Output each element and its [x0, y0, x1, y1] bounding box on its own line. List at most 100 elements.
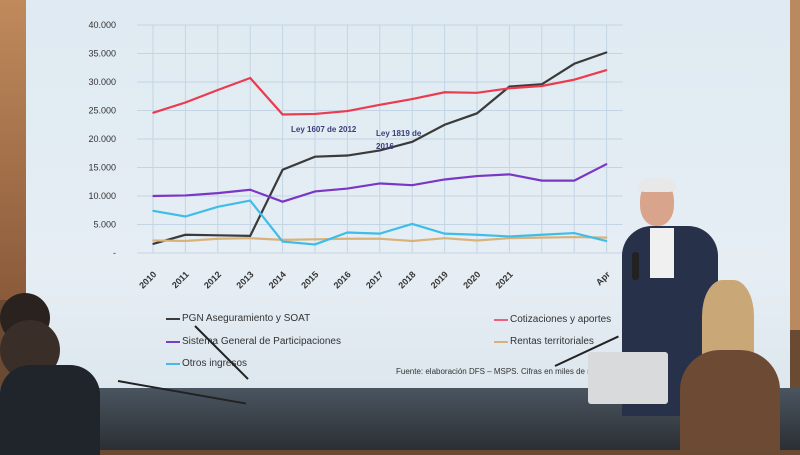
data-point — [508, 85, 511, 88]
data-point — [249, 199, 251, 202]
data-point — [314, 113, 316, 115]
data-point — [605, 236, 608, 239]
attendee-right — [680, 280, 780, 450]
x-tick-label: 2013 — [234, 269, 255, 290]
data-point — [152, 111, 154, 114]
x-tick-label: 2018 — [396, 269, 417, 290]
x-tick-label: 2015 — [299, 269, 320, 290]
data-point — [217, 237, 219, 240]
y-tick-label: 5.000 — [93, 220, 116, 230]
data-point — [605, 69, 608, 71]
data-point — [411, 184, 414, 186]
wood-wall-left — [0, 0, 30, 300]
data-point — [411, 223, 414, 225]
data-point — [346, 154, 349, 157]
data-point — [379, 182, 381, 185]
y-tick-label: 15.000 — [88, 163, 116, 173]
data-point — [281, 240, 284, 243]
y-tick-label: 40.000 — [88, 20, 116, 30]
data-point — [184, 233, 187, 236]
data-point — [476, 233, 478, 236]
data-point — [379, 232, 381, 235]
data-point — [152, 239, 154, 242]
projection-screen: - 5.000 10.000 15.000 20.000 25.000 30.000 35.0… — [26, 0, 790, 388]
data-point — [541, 85, 543, 87]
y-tick-label: 10.000 — [88, 191, 116, 201]
data-point — [476, 92, 478, 94]
laptop — [588, 352, 668, 404]
data-point — [541, 179, 543, 182]
data-point — [476, 239, 478, 242]
annotation-ley-1819: Ley 1819 de 2016 — [376, 129, 422, 151]
data-point — [217, 206, 219, 208]
y-tick-label: 35.000 — [88, 49, 116, 59]
data-point — [573, 62, 575, 65]
data-point — [443, 237, 446, 239]
source-note: Fuente: elaboración DFS – MSPS. Cifras e… — [396, 367, 594, 376]
data-point — [281, 113, 284, 116]
data-point — [541, 83, 543, 86]
legend-pgn: PGN Aseguramiento y SOAT — [166, 313, 310, 324]
data-point — [249, 237, 251, 239]
handheld-microphone — [632, 252, 639, 280]
x-tick-label: 2012 — [202, 269, 223, 290]
x-tick-label: 2010 — [137, 269, 158, 290]
x-tick-label: 2011 — [170, 269, 191, 290]
x-tick-label: Apr — [594, 269, 612, 287]
data-point — [346, 231, 349, 234]
data-point — [573, 179, 575, 182]
data-point — [281, 200, 284, 203]
data-point — [379, 149, 381, 152]
data-point — [476, 112, 478, 115]
data-point — [314, 243, 316, 246]
legend-otros: Otros ingresos — [166, 358, 247, 369]
x-tick-label: 2020 — [461, 269, 482, 290]
data-point — [605, 51, 608, 54]
data-point — [379, 104, 381, 106]
data-point — [152, 243, 154, 245]
data-point — [508, 87, 511, 90]
data-point — [443, 232, 446, 235]
data-point — [184, 240, 187, 242]
data-point — [508, 173, 511, 176]
data-point — [573, 232, 575, 234]
data-point — [541, 236, 543, 239]
data-point — [217, 89, 219, 91]
data-point — [443, 178, 446, 181]
line-chart: - 5.000 10.000 15.000 20.000 25.000 30.000 35.0… — [88, 20, 623, 291]
data-point — [249, 235, 251, 237]
data-point — [508, 237, 511, 239]
y-tick-label: 20.000 — [88, 134, 116, 144]
x-tick-label: 2017 — [364, 269, 385, 290]
legend-rentas: Rentas territoriales — [494, 336, 594, 347]
data-point — [605, 163, 608, 165]
data-point — [411, 240, 414, 242]
data-point — [476, 175, 478, 177]
data-point — [573, 236, 575, 238]
data-point — [152, 210, 154, 212]
data-point — [443, 91, 446, 94]
data-point — [605, 240, 608, 242]
y-tick-label: 30.000 — [88, 77, 116, 87]
data-point — [411, 141, 414, 143]
data-point — [217, 234, 219, 237]
data-point — [184, 215, 187, 218]
data-point — [573, 78, 575, 81]
data-point — [411, 98, 414, 100]
data-point — [281, 168, 284, 171]
data-point — [314, 190, 316, 193]
annotation-ley-1607: Ley 1607 de 2012 — [291, 125, 357, 134]
data-point — [217, 192, 219, 194]
data-point — [249, 77, 251, 79]
data-point — [379, 237, 381, 240]
y-tick-label: 25.000 — [88, 106, 116, 116]
x-tick-label: 2021 — [494, 269, 515, 290]
legend-cotizaciones: Cotizaciones y aportes — [494, 314, 611, 325]
data-point — [508, 235, 511, 238]
legend-sgp: Sistema General de Participaciones — [166, 336, 341, 347]
data-point — [314, 238, 316, 241]
data-point — [346, 187, 349, 190]
x-tick-label: 2014 — [267, 269, 288, 290]
data-point — [541, 233, 543, 236]
attendees-left — [0, 285, 110, 455]
